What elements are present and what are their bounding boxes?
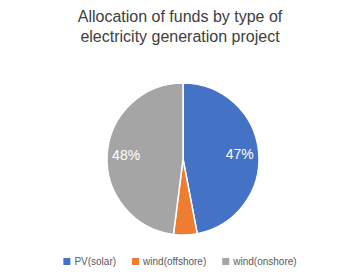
data-label: 48% — [112, 147, 140, 163]
legend: PV(solar) wind(offshore) wind(onshore) — [63, 256, 296, 267]
legend-item: wind(offshore) — [132, 256, 206, 267]
legend-swatch — [63, 258, 70, 265]
pie: 47% 48% — [107, 83, 259, 235]
title-line: Allocation of funds by type of — [78, 8, 283, 25]
data-label: 47% — [226, 146, 254, 162]
legend-item: PV(solar) — [63, 256, 116, 267]
legend-label: wind(offshore) — [142, 256, 206, 267]
title-line: electricity generation project — [80, 28, 280, 45]
legend-label: wind(onshore) — [232, 256, 296, 267]
legend-swatch — [222, 258, 229, 265]
chart: Allocation of funds by type of electricit… — [0, 0, 360, 276]
slice — [107, 83, 183, 234]
slice — [183, 83, 259, 234]
legend-swatch — [132, 258, 139, 265]
legend-label: PV(solar) — [74, 256, 116, 267]
legend-item: wind(onshore) — [222, 256, 296, 267]
title: Allocation of funds by type of electricit… — [78, 8, 283, 45]
